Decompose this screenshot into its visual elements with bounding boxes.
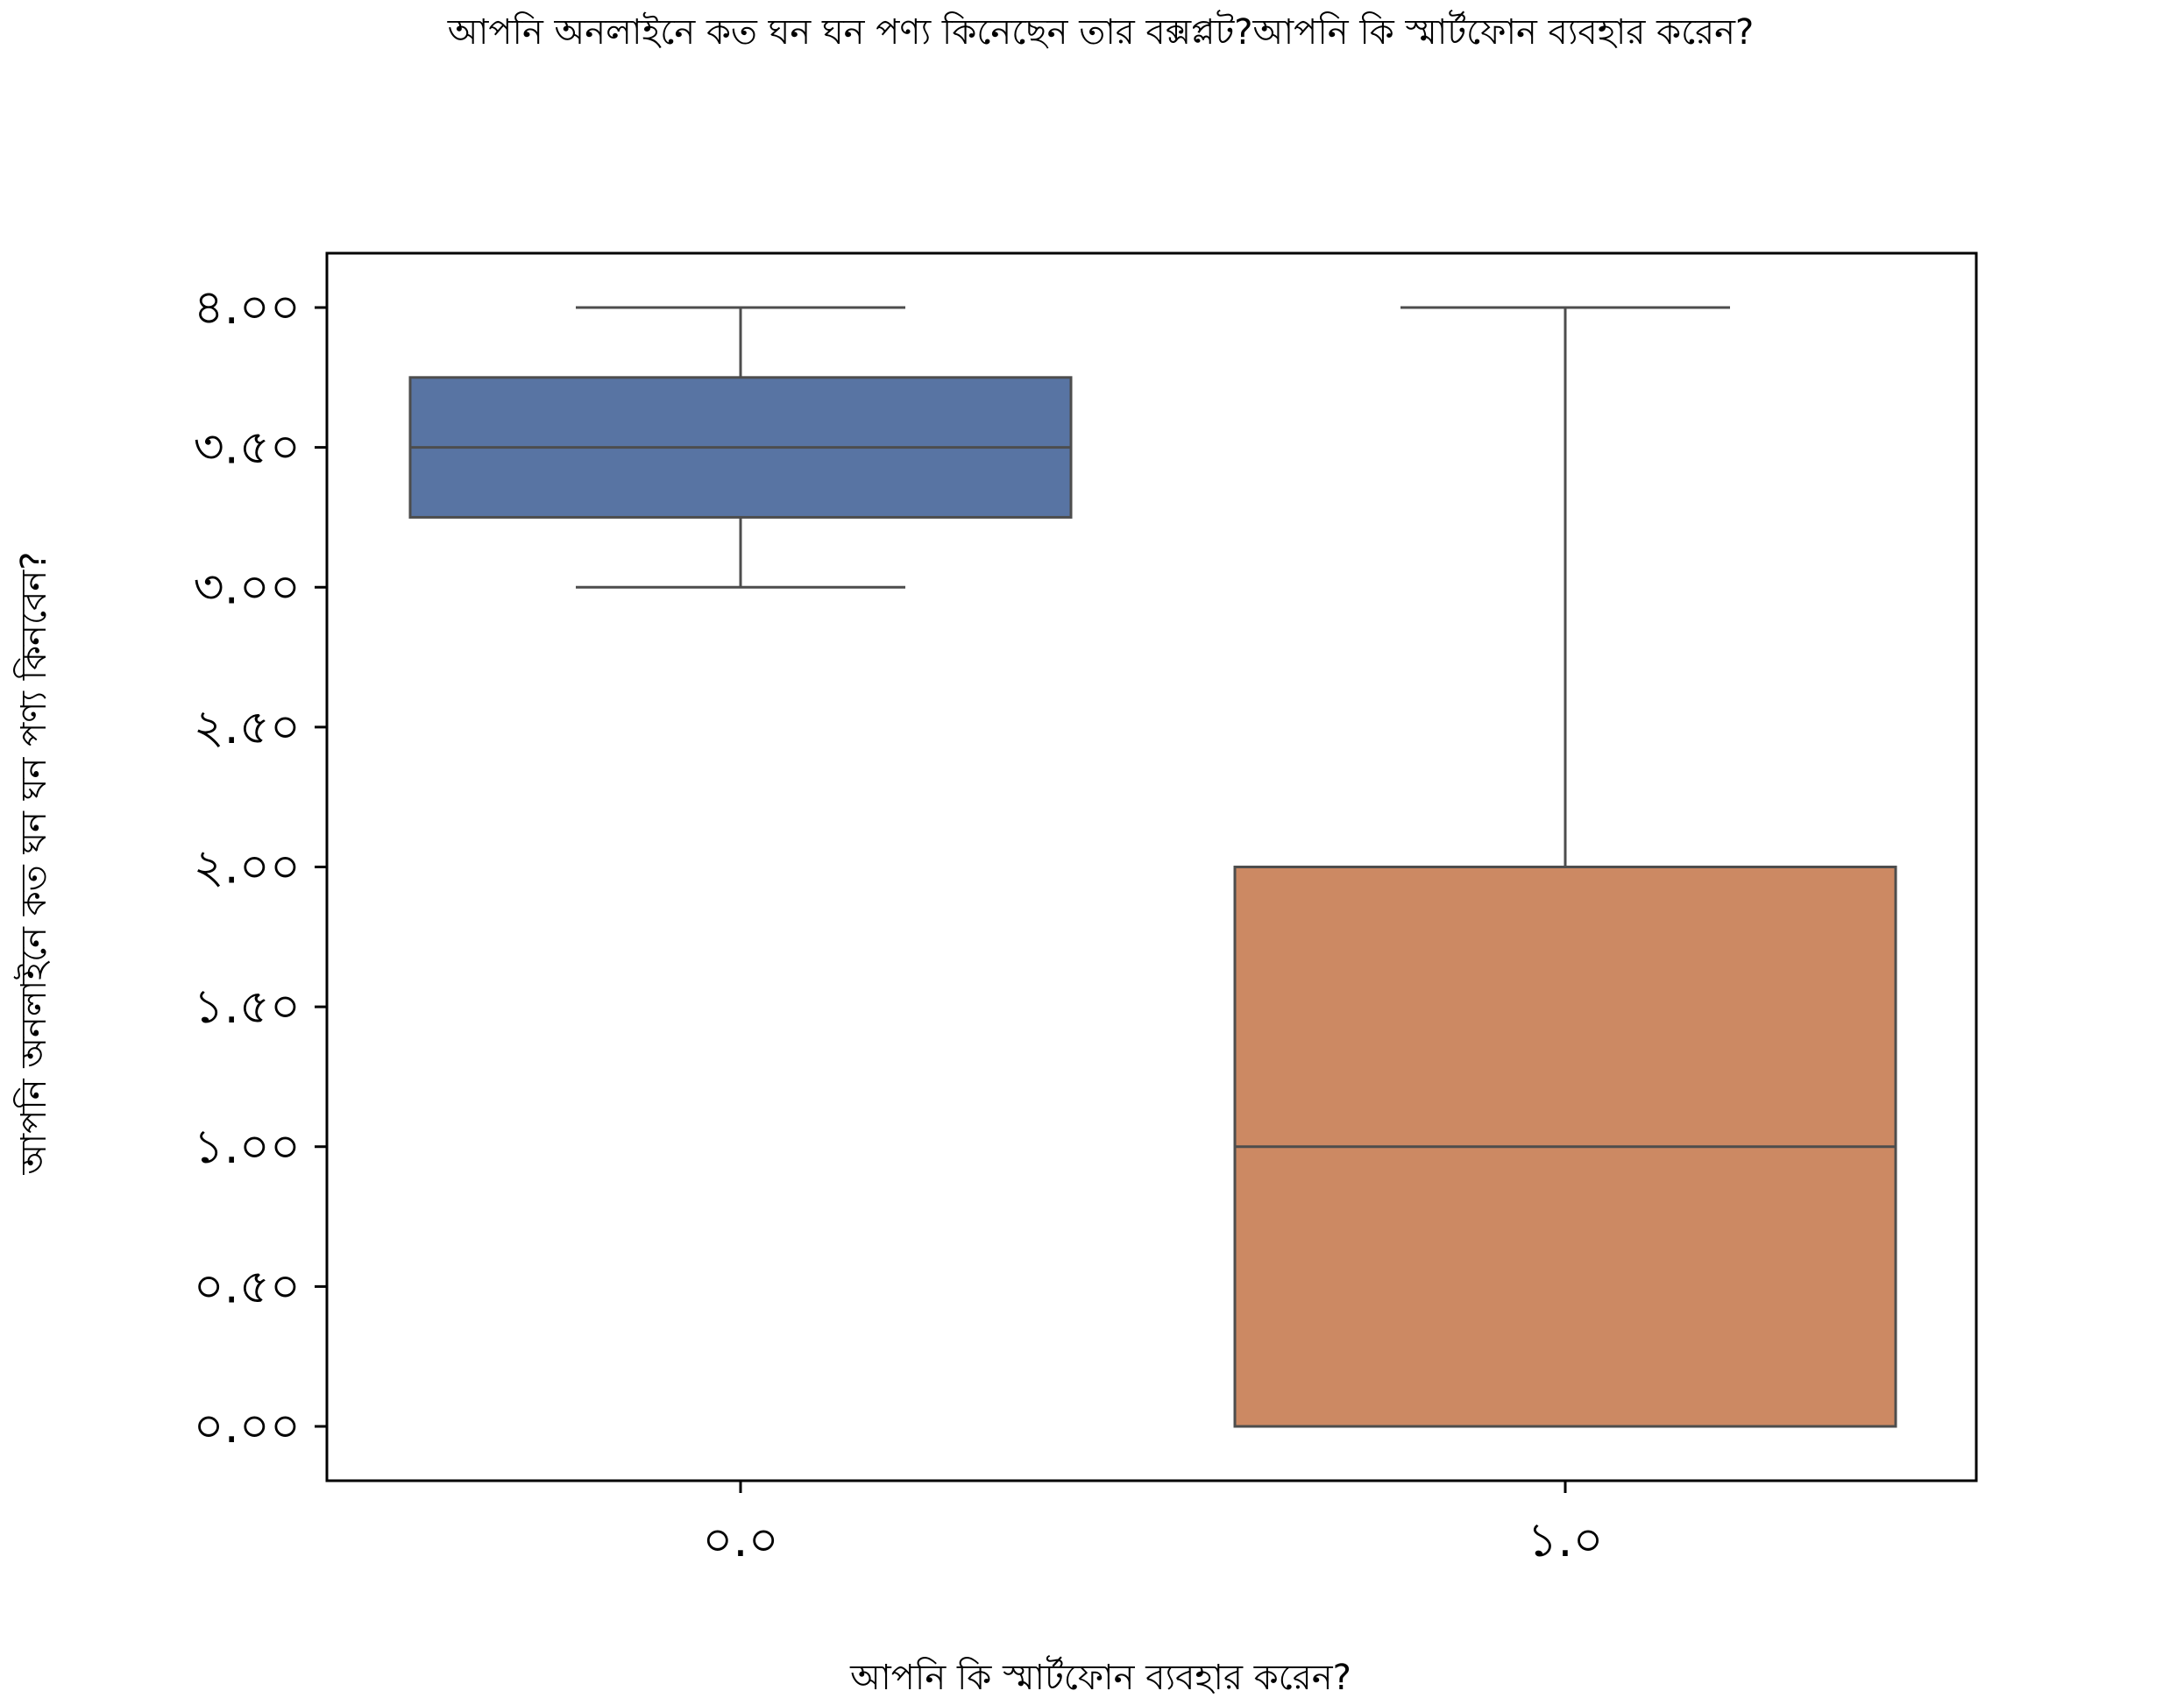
y-tick-label: ৪.০০ xyxy=(194,279,301,335)
chart-title: আপনি অনলাইনে কত ঘন ঘন পণ্য কিনেছেন তার ব… xyxy=(447,10,1755,53)
x-axis-label: আপনি কি স্মার্টফোন ব্যবহার করেন? xyxy=(849,1655,1351,1698)
y-tick-label: ০.০০ xyxy=(194,1398,301,1454)
y-tick-label: ২.৫০ xyxy=(194,699,301,754)
y-axis-label: আপনি অনলাইনে কত ঘন ঘন পণ্য কিনবেন? xyxy=(13,552,54,1176)
x-tick-label: ১.০ xyxy=(1527,1512,1603,1567)
box-1 xyxy=(408,306,1073,589)
boxes-layer xyxy=(408,306,1897,1428)
box-2 xyxy=(1233,306,1897,1428)
y-axis: ০.০০ ০.৫০ ১.০০ ১.৫০ ২.০০ ২.৫০ ৩.০০ ৩.৫০ ৪.০০ xyxy=(194,279,327,1454)
y-tick-label: ২.০০ xyxy=(194,839,301,895)
y-tick-label: ০.৫০ xyxy=(194,1258,301,1313)
y-tick-label: ৩.০০ xyxy=(194,559,301,614)
x-axis: ০.০ ১.০ xyxy=(702,1481,1604,1567)
x-tick-label: ০.০ xyxy=(702,1512,778,1567)
y-tick-label: ১.৫০ xyxy=(194,979,301,1034)
y-tick-label: ৩.৫০ xyxy=(194,420,301,475)
y-tick-label: ১.০০ xyxy=(194,1119,301,1174)
